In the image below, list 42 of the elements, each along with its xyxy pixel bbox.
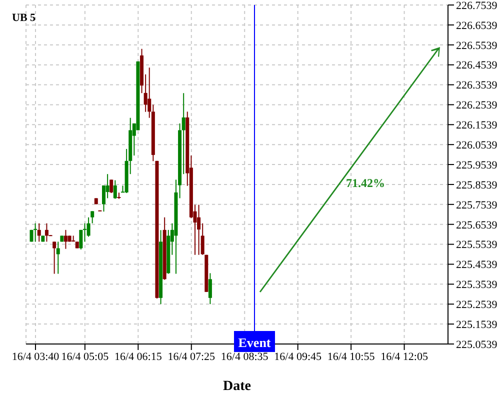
candlestick [34,222,38,242]
y-tick-label: 225.5539 [456,239,498,252]
candlestick [37,222,41,242]
x-tick-label: 16/4 09:45 [274,350,322,363]
y-tick-label: 225.9539 [456,159,498,172]
candlestick [208,272,212,305]
candlestick [90,210,94,224]
candlestick [86,216,90,238]
y-tick-label: 226.5539 [456,40,498,52]
x-tick-label: 16/4 10:55 [327,350,376,363]
y-tick-label: 225.7539 [456,199,498,212]
y-tick-label: 226.1539 [456,120,498,132]
y-tick-label: 225.1539 [456,318,498,331]
y-tick-label: 226.4539 [456,60,498,72]
x-axis-title: Date [223,379,251,394]
text: UB 5 [12,12,36,24]
y-tick-label: 225.2539 [456,299,498,312]
candlestick [113,180,117,200]
candlestick [64,229,68,250]
y-tick-label: 225.4539 [456,259,498,272]
x-tick-label: 16/4 06:15 [114,350,162,363]
annotation: 71.42% [346,176,385,191]
y-tick-label: 225.8539 [456,179,498,192]
y-tick-label: 226.2539 [456,100,498,112]
x-tick-label: 16/4 05:05 [61,350,110,363]
candlestick [52,241,56,274]
y-tick-label: 225.6539 [456,219,498,232]
candlestick [44,222,48,242]
y-tick-label: 226.7539 [456,0,498,12]
x-tick-label: 16/4 12:05 [380,350,428,363]
candlestick [197,204,201,256]
x-tick-label: 16/4 07:25 [168,350,216,363]
y-tick-label: 226.3539 [456,80,498,92]
candlestick [110,179,114,194]
x-tick-label: 16/4 08:35 [220,350,269,363]
x-tick-label: 16/4 03:40 [12,350,60,363]
y-tick-label: 225.3539 [456,279,498,292]
candlestick [56,241,60,274]
y-tick-label: 226.0539 [456,139,498,152]
annotation: Event [234,331,275,352]
y-tick-label: 225.0539 [456,338,498,351]
y-tick-label: 226.6539 [456,20,498,32]
